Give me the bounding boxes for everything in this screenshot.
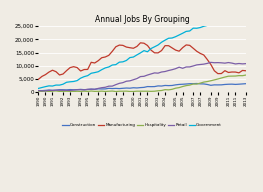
- Legend: Construction, Manufacturing, Hospitality, Retail, Government: Construction, Manufacturing, Hospitality…: [61, 122, 224, 129]
- Construction: [111, 87, 114, 90]
- Manufacturing: [170, 47, 174, 49]
- Line: Manufacturing: Manufacturing: [38, 43, 246, 79]
- Manufacturing: [37, 78, 40, 80]
- Hospitality: [37, 90, 40, 92]
- Manufacturing: [90, 61, 93, 63]
- Government: [104, 67, 107, 69]
- Government: [167, 37, 170, 39]
- Hospitality: [90, 90, 93, 92]
- Construction: [37, 89, 40, 92]
- Hospitality: [72, 90, 75, 93]
- Government: [90, 72, 93, 74]
- Government: [227, 18, 230, 21]
- Construction: [100, 88, 103, 90]
- Hospitality: [104, 90, 107, 93]
- Retail: [244, 62, 247, 65]
- Retail: [111, 85, 114, 87]
- Manufacturing: [104, 56, 107, 58]
- Retail: [93, 88, 96, 91]
- Construction: [75, 89, 79, 91]
- Retail: [209, 61, 213, 64]
- Retail: [40, 90, 43, 92]
- Manufacturing: [139, 42, 142, 44]
- Retail: [107, 85, 110, 87]
- Retail: [75, 89, 79, 91]
- Retail: [37, 89, 40, 92]
- Line: Hospitality: Hospitality: [38, 75, 246, 92]
- Hospitality: [170, 88, 174, 90]
- Government: [244, 21, 247, 23]
- Manufacturing: [244, 70, 247, 72]
- Retail: [100, 87, 103, 89]
- Construction: [195, 82, 198, 85]
- Hospitality: [97, 90, 100, 93]
- Government: [107, 66, 110, 68]
- Title: Annual Jobs By Grouping: Annual Jobs By Grouping: [95, 15, 190, 24]
- Government: [72, 80, 75, 83]
- Manufacturing: [107, 54, 110, 56]
- Retail: [170, 69, 174, 71]
- Hospitality: [107, 90, 110, 92]
- Line: Government: Government: [38, 19, 246, 88]
- Manufacturing: [72, 65, 75, 68]
- Construction: [93, 88, 96, 90]
- Hospitality: [114, 90, 117, 93]
- Government: [97, 71, 100, 73]
- Manufacturing: [97, 60, 100, 62]
- Construction: [40, 89, 43, 92]
- Construction: [107, 87, 110, 89]
- Line: Construction: Construction: [38, 84, 246, 91]
- Construction: [170, 84, 174, 87]
- Hospitality: [244, 74, 247, 76]
- Government: [37, 87, 40, 89]
- Construction: [244, 83, 247, 85]
- Line: Retail: Retail: [38, 62, 246, 91]
